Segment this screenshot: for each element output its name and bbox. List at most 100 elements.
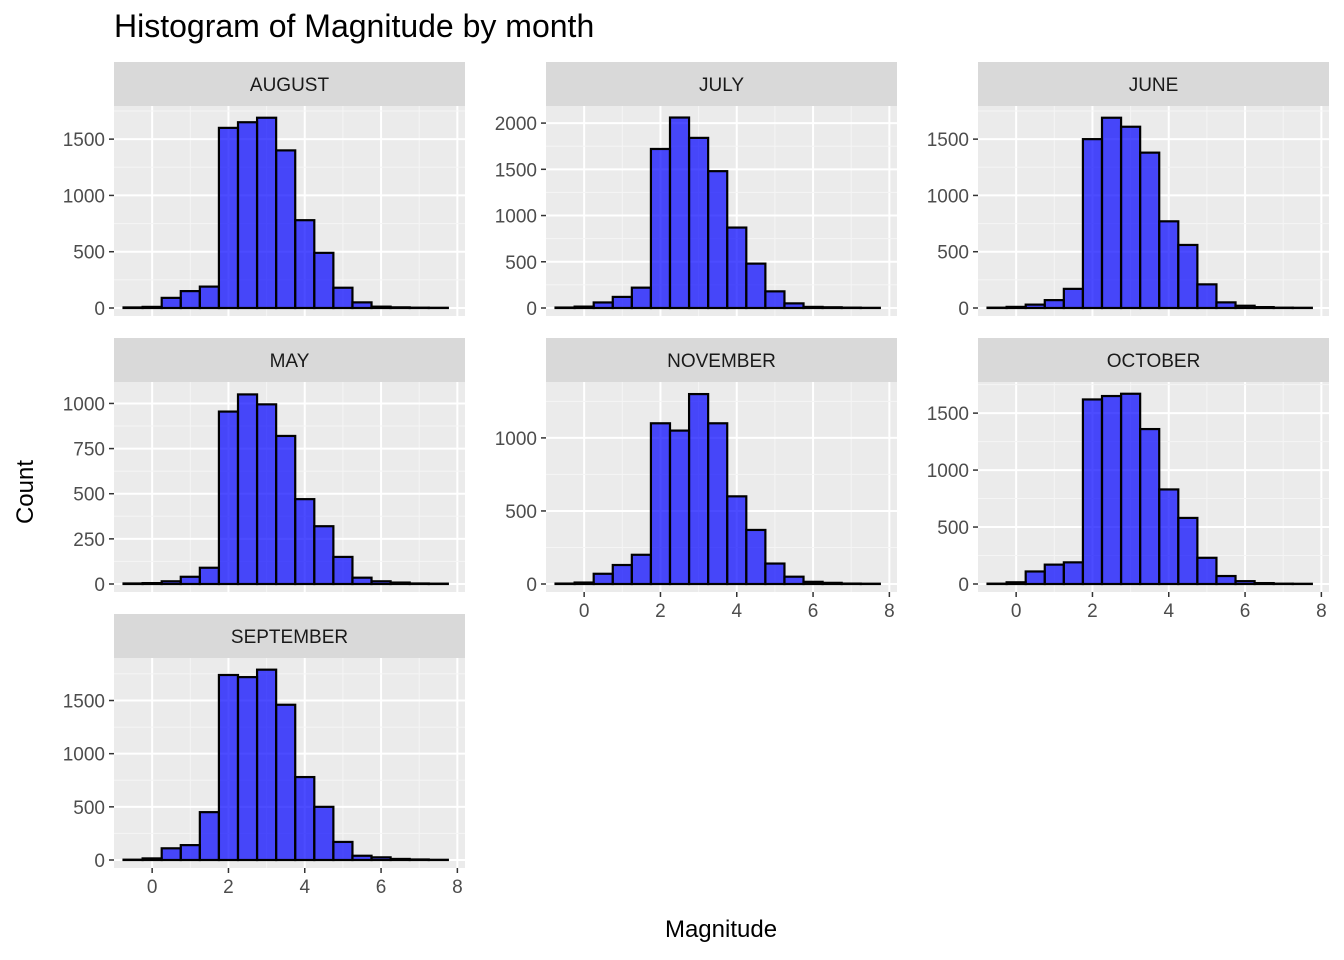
histogram-bar — [351, 576, 373, 586]
y-tick-label: 1000 — [495, 429, 537, 450]
facet-strip-may — [114, 338, 465, 382]
histogram-bar — [1119, 392, 1142, 586]
histogram-bar — [592, 301, 614, 310]
histogram-bar — [332, 840, 354, 862]
histogram-bar — [611, 563, 633, 586]
facet-strip-label: SEPTEMBER — [231, 627, 348, 648]
histogram-bar — [783, 575, 805, 586]
histogram-bar — [313, 805, 335, 862]
facet-strip-label: JULY — [699, 75, 744, 96]
histogram-bar — [351, 854, 373, 862]
histogram-bar — [198, 566, 221, 586]
histogram-bar — [1024, 570, 1046, 586]
y-tick-label: 0 — [958, 575, 969, 596]
facet-strip-september — [114, 614, 465, 658]
y-tick-label: 500 — [937, 518, 969, 539]
facet-strip-november — [546, 338, 897, 382]
histogram-bar — [1253, 581, 1275, 586]
histogram-bar — [217, 410, 240, 586]
histogram-bar — [179, 290, 201, 310]
histogram-bar — [332, 555, 354, 586]
y-tick-label: 0 — [958, 299, 969, 320]
histogram-bar — [726, 495, 748, 586]
x-tick-label: 2 — [1087, 601, 1098, 622]
x-tick-label: 0 — [147, 877, 158, 898]
x-tick-label: 6 — [376, 877, 387, 898]
y-tick-label: 500 — [937, 243, 969, 264]
histogram-bar — [1158, 488, 1180, 586]
histogram-bar — [408, 858, 430, 862]
histogram-bar — [1158, 220, 1180, 310]
y-tick-label: 2000 — [495, 114, 537, 135]
histogram-bar — [630, 553, 653, 586]
y-tick-label: 1000 — [927, 461, 969, 482]
facet-panel-may: MAY 0 250 500 750 1000 — [63, 338, 465, 596]
histogram-bar — [236, 676, 259, 862]
facet-strip-label: AUGUST — [250, 75, 330, 96]
histogram-bar — [764, 562, 786, 586]
facet-panel-july: JULY 0 500 1000 1500 2000 — [495, 62, 897, 320]
y-tick-label: 1000 — [927, 186, 969, 207]
histogram-bar — [1196, 283, 1218, 310]
facet-panel-november: NOVEMBER 0 500 1000 0 2 4 6 8 — [495, 338, 897, 622]
histogram-bar — [217, 126, 240, 310]
histogram-bar — [255, 116, 278, 310]
y-tick-label: 500 — [505, 502, 537, 523]
facet-strip-label: OCTOBER — [1107, 351, 1201, 372]
histogram-bar — [275, 434, 297, 586]
histogram-bar — [1196, 556, 1218, 586]
histogram-bar — [764, 290, 786, 310]
histogram-bar — [821, 306, 843, 310]
histogram-bar — [1177, 516, 1199, 586]
histogram-bar — [122, 306, 144, 310]
histogram-bar — [236, 121, 259, 310]
histogram-bar — [294, 498, 316, 586]
x-tick-label: 8 — [1316, 601, 1327, 622]
y-tick-label: 0 — [94, 851, 105, 872]
histogram-bar — [389, 581, 411, 586]
histogram-bar — [160, 847, 182, 862]
x-tick-label: 8 — [884, 601, 895, 622]
facet-strip-october — [978, 338, 1329, 382]
histogram-bar — [294, 219, 316, 310]
histogram-bar — [389, 306, 411, 310]
y-tick-label: 1000 — [63, 394, 105, 415]
histogram-bar — [1100, 116, 1123, 310]
histogram-bar — [1139, 151, 1161, 310]
x-axis-title: Magnitude — [664, 916, 778, 943]
histogram-bar — [217, 673, 240, 862]
histogram-bar — [802, 580, 824, 586]
y-tick-label: 500 — [505, 253, 537, 274]
histogram-bar — [573, 581, 595, 586]
y-axis-title: Count — [12, 459, 39, 525]
histogram-bar — [351, 301, 373, 310]
histogram-bar — [687, 136, 710, 310]
facet-strip-july — [546, 62, 897, 106]
histogram-bar — [649, 147, 672, 310]
y-tick-label: 0 — [94, 575, 105, 596]
histogram-bar — [332, 286, 354, 310]
histogram-bar — [668, 429, 691, 586]
histogram-bar — [1119, 125, 1142, 310]
histogram-bar — [1005, 581, 1027, 586]
histogram-bar — [408, 582, 430, 586]
chart-title: Histogram of Magnitude by month — [114, 8, 595, 44]
y-tick-label: 0 — [526, 299, 537, 320]
histogram-bar — [255, 668, 278, 862]
histogram-bar — [1081, 398, 1104, 586]
x-tick-label: 4 — [299, 877, 310, 898]
histogram-bar — [573, 305, 595, 310]
histogram-bar — [1234, 304, 1256, 310]
histogram-bar — [141, 305, 163, 310]
histogram-bar — [122, 582, 144, 586]
facet-strip-label: NOVEMBER — [667, 351, 776, 372]
histogram-bar — [179, 844, 201, 862]
histogram-bar — [1081, 138, 1104, 310]
histogram-bar — [1177, 243, 1199, 310]
histogram-bar — [1043, 299, 1065, 310]
histogram-bar — [275, 703, 297, 862]
histogram-bar — [745, 262, 767, 310]
y-tick-label: 1500 — [927, 130, 969, 151]
